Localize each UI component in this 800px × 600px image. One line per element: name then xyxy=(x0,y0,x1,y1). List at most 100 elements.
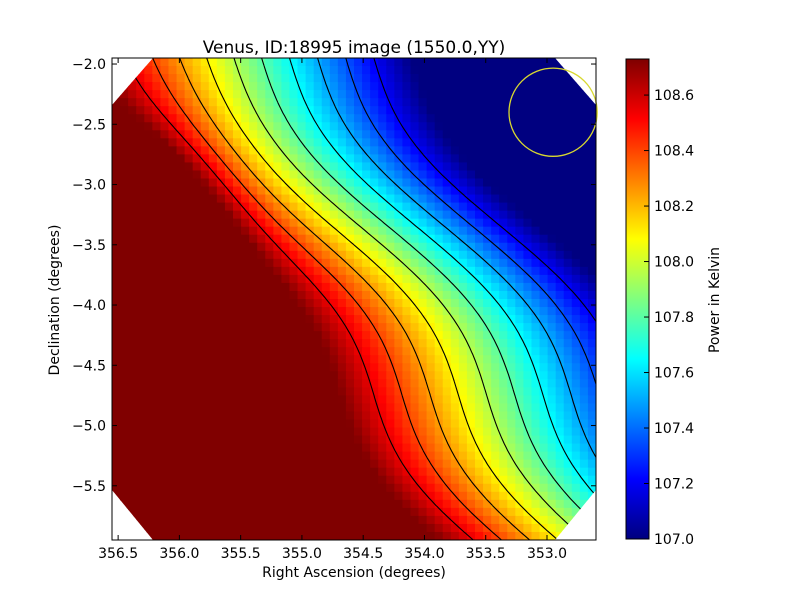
heatmap-cell xyxy=(160,242,170,252)
x-tick-label: 355.0 xyxy=(282,546,322,562)
heatmap-cell xyxy=(563,122,573,131)
heatmap-cell xyxy=(112,274,121,284)
heatmap-cell xyxy=(475,178,484,188)
heatmap-cell xyxy=(345,491,355,501)
heatmap-cell xyxy=(555,331,565,340)
heatmap-cell xyxy=(410,387,420,396)
heatmap-cell xyxy=(168,483,178,493)
heatmap-cell xyxy=(192,170,202,180)
heatmap-cell xyxy=(571,443,581,453)
heatmap-cell xyxy=(571,242,581,252)
heatmap-cell xyxy=(587,467,596,477)
heatmap-cell xyxy=(434,282,444,292)
heatmap-cell xyxy=(249,122,258,131)
heatmap-cell xyxy=(523,162,533,172)
heatmap-cell xyxy=(563,258,573,268)
heatmap-cell xyxy=(249,162,258,172)
heatmap-cell xyxy=(579,395,589,405)
heatmap-cell xyxy=(281,58,291,67)
heatmap-cell xyxy=(176,250,186,260)
heatmap-cell xyxy=(329,266,339,276)
heatmap-cell xyxy=(426,339,436,348)
heatmap-cell xyxy=(531,475,541,485)
heatmap-cell xyxy=(265,242,274,252)
heatmap-cell xyxy=(466,451,476,461)
heatmap-cell xyxy=(305,315,315,324)
heatmap-cell xyxy=(249,315,258,324)
heatmap-cell xyxy=(289,274,299,284)
heatmap-cell xyxy=(305,323,315,332)
heatmap-cell xyxy=(144,403,153,413)
heatmap-cell xyxy=(434,194,444,204)
heatmap-cell xyxy=(337,307,347,316)
heatmap-cell xyxy=(208,258,218,268)
heatmap-cell xyxy=(426,90,436,99)
heatmap-cell xyxy=(128,531,137,540)
heatmap-cell xyxy=(475,154,484,164)
heatmap-cell xyxy=(507,98,516,107)
heatmap-cell xyxy=(224,483,234,493)
heatmap-cell xyxy=(249,475,258,485)
heatmap-cell xyxy=(289,58,299,67)
heatmap-cell xyxy=(152,499,161,509)
heatmap-cell xyxy=(402,379,412,388)
heatmap-cell xyxy=(579,459,589,469)
heatmap-cell xyxy=(458,523,468,533)
heatmap-cell xyxy=(192,282,202,292)
heatmap-cell xyxy=(184,491,194,501)
heatmap-cell xyxy=(136,507,145,517)
heatmap-cell xyxy=(176,122,186,131)
heatmap-cell xyxy=(402,459,412,469)
heatmap-cell xyxy=(483,499,492,509)
heatmap-cell xyxy=(483,170,492,180)
heatmap-cell xyxy=(305,395,315,405)
heatmap-cell xyxy=(450,170,460,180)
heatmap-cell xyxy=(176,106,186,115)
heatmap-cell xyxy=(442,242,452,252)
heatmap-cell xyxy=(329,226,339,236)
heatmap-cell xyxy=(321,258,331,268)
heatmap-cell xyxy=(523,483,533,493)
heatmap-cell xyxy=(168,98,178,107)
heatmap-cell xyxy=(345,467,355,477)
heatmap-cell xyxy=(410,138,420,147)
heatmap-cell xyxy=(362,122,371,131)
y-tick-label: −2.0 xyxy=(72,57,106,73)
heatmap-cell xyxy=(458,178,468,188)
heatmap-cell xyxy=(418,323,428,332)
heatmap-cell xyxy=(539,355,549,364)
heatmap-cell xyxy=(289,499,299,509)
heatmap-cell xyxy=(329,299,339,308)
heatmap-cell xyxy=(587,403,596,413)
heatmap-cell xyxy=(192,274,202,284)
heatmap-cell xyxy=(176,234,186,244)
heatmap-cell xyxy=(394,507,403,517)
heatmap-cell xyxy=(442,194,452,204)
heatmap-cell xyxy=(273,90,282,99)
heatmap-cell xyxy=(257,74,266,83)
heatmap-cell xyxy=(378,266,387,276)
heatmap-cell xyxy=(386,146,395,155)
heatmap-cell xyxy=(128,250,137,260)
heatmap-cell xyxy=(112,355,121,364)
heatmap-cell xyxy=(418,154,428,164)
heatmap-cell xyxy=(184,459,194,469)
heatmap-cell xyxy=(587,186,596,196)
heatmap-cell xyxy=(426,250,436,260)
heatmap-cell xyxy=(144,339,153,348)
heatmap-cell xyxy=(442,154,452,164)
heatmap-cell xyxy=(313,210,323,220)
heatmap-cell xyxy=(265,307,274,316)
heatmap-cell xyxy=(233,459,242,469)
heatmap-cell xyxy=(281,122,291,131)
heatmap-cell xyxy=(450,226,460,236)
heatmap-cell xyxy=(120,194,129,204)
heatmap-cell xyxy=(507,475,516,485)
heatmap-cell xyxy=(208,411,218,421)
heatmap-cell xyxy=(321,218,331,228)
heatmap-cell xyxy=(233,242,242,252)
heatmap-cell xyxy=(466,82,476,91)
heatmap-cell xyxy=(192,130,202,139)
heatmap-cell xyxy=(265,82,274,91)
heatmap-cell xyxy=(483,218,492,228)
